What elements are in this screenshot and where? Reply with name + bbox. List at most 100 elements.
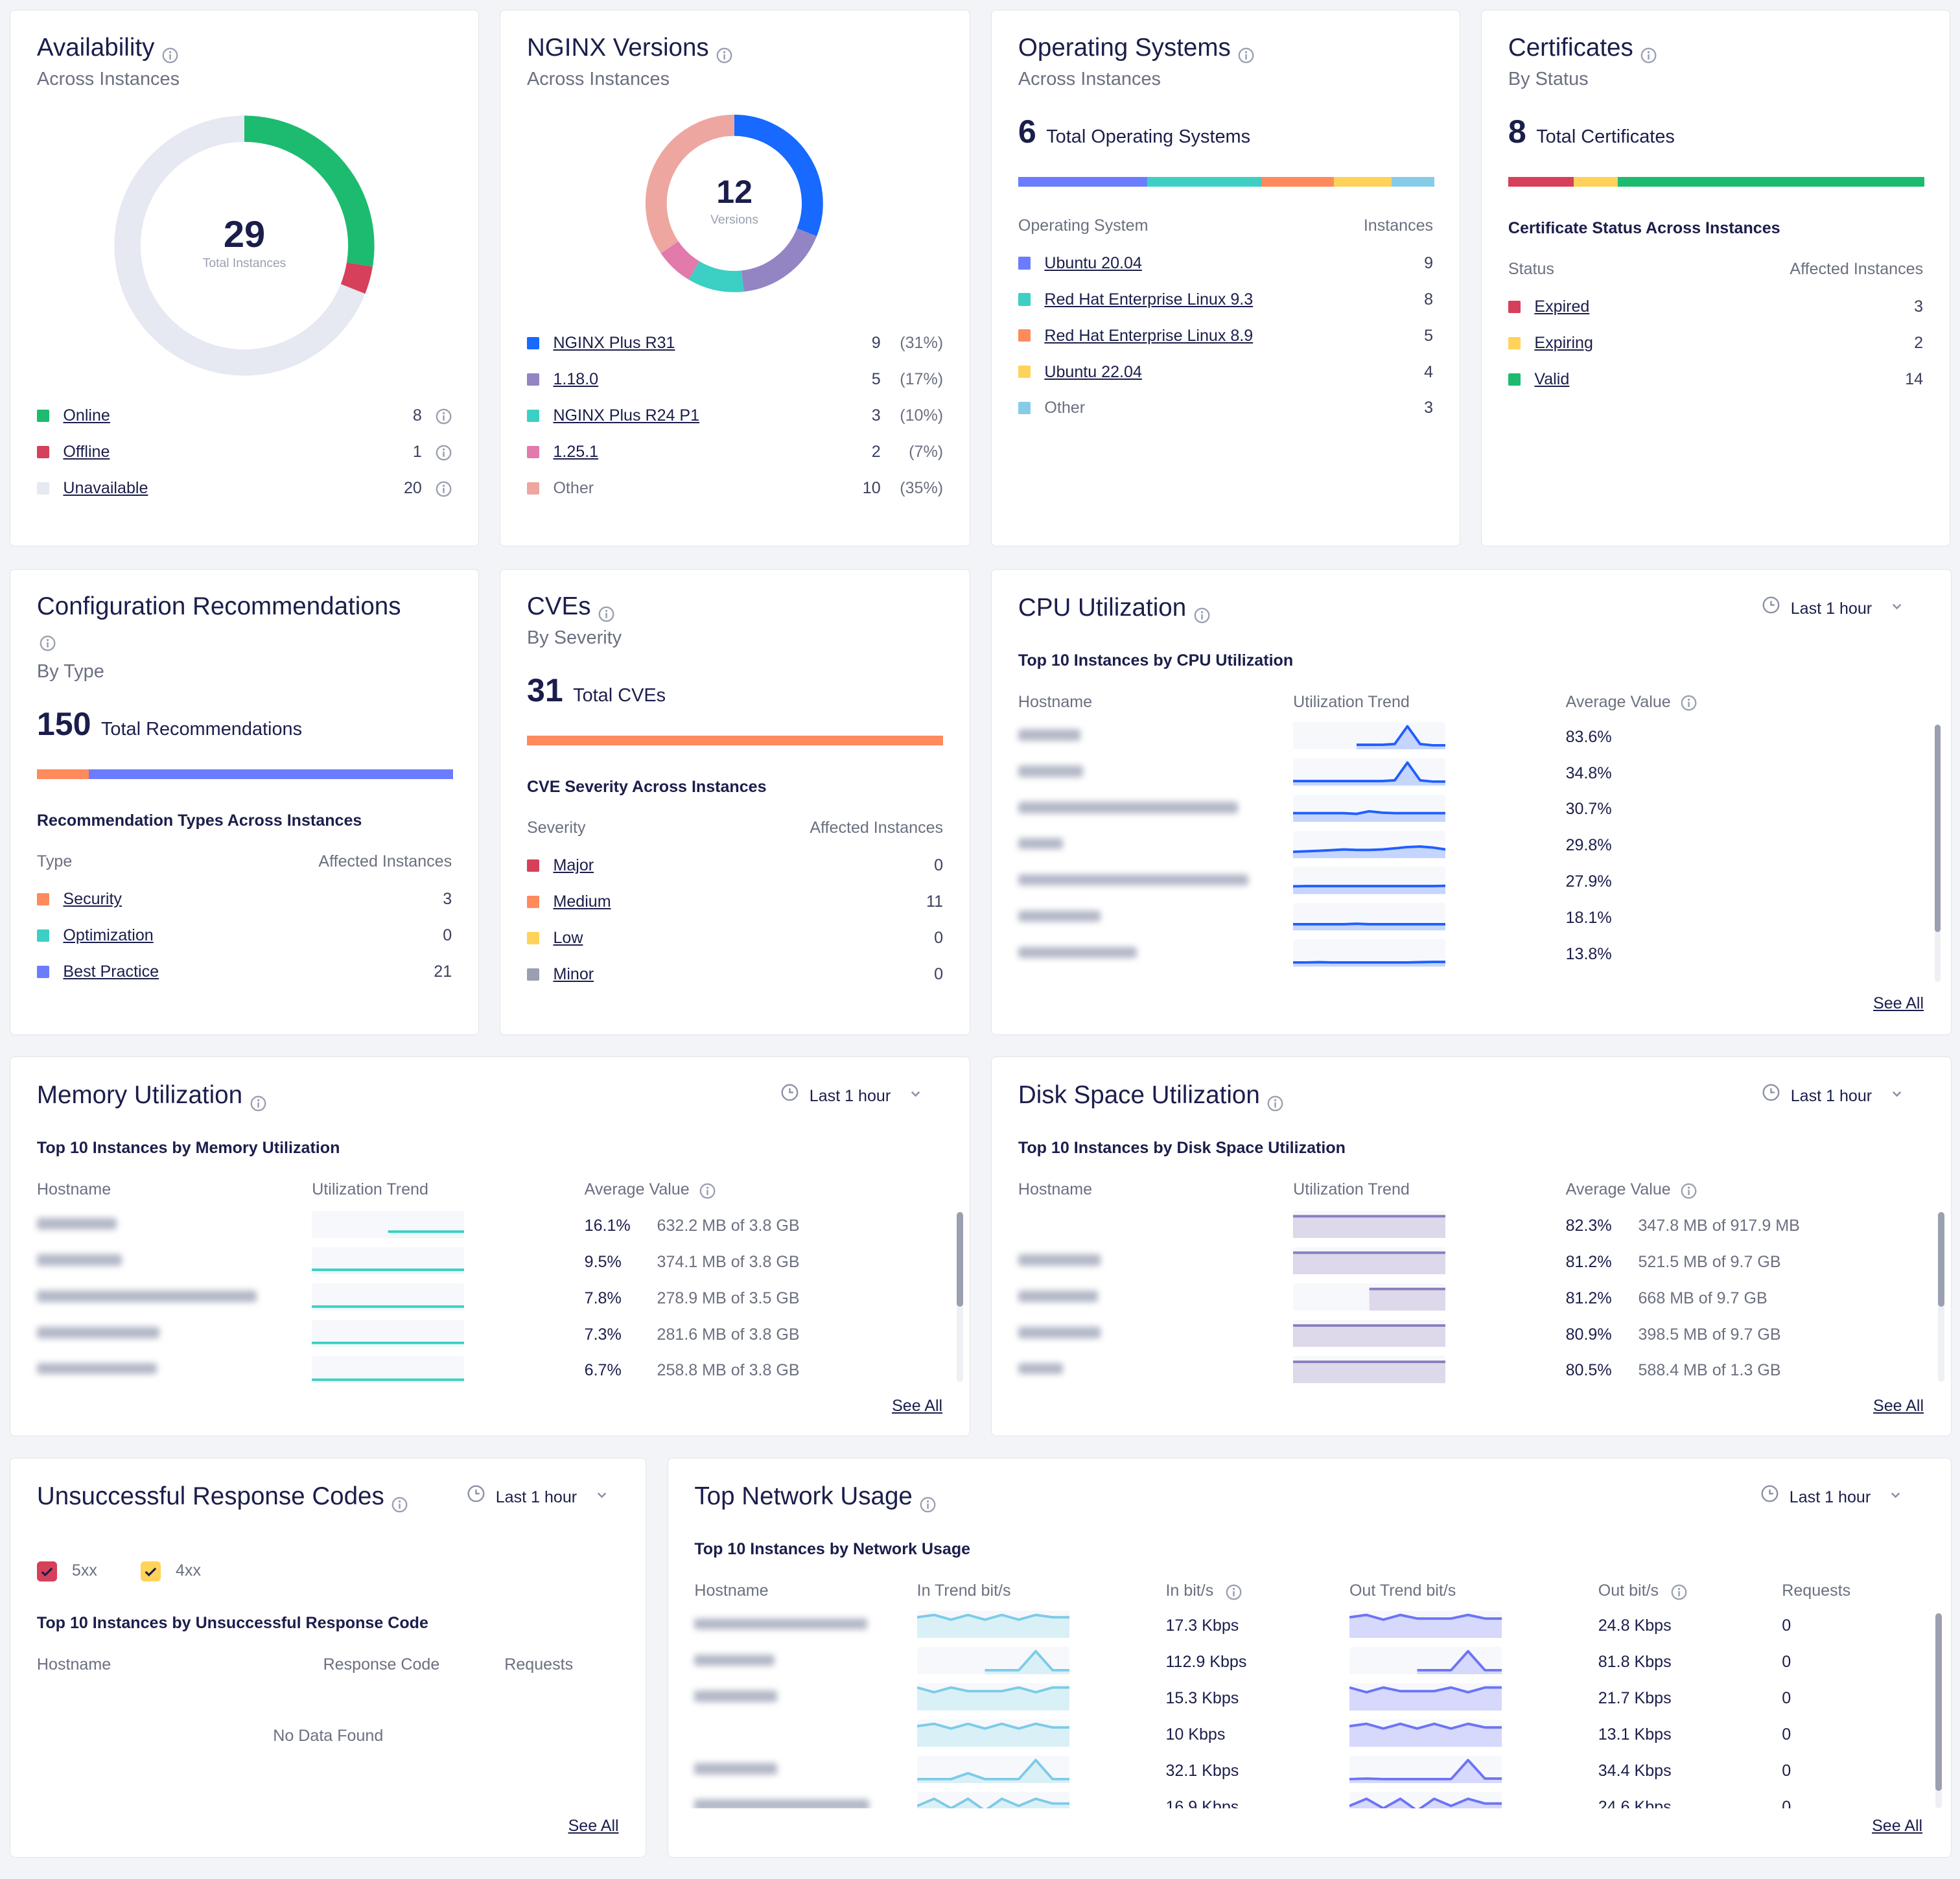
legend-label[interactable]: Major bbox=[553, 856, 594, 875]
table-row[interactable]: 83.6% bbox=[992, 721, 1917, 752]
info-icon[interactable] bbox=[250, 1089, 266, 1111]
table-row[interactable]: 82.3% 347.8 MB of 917.9 MB bbox=[992, 1210, 1917, 1241]
see-all-link[interactable]: See All bbox=[892, 1397, 943, 1416]
info-icon[interactable] bbox=[391, 1490, 408, 1513]
table-row[interactable]: 34.8% bbox=[992, 758, 1917, 788]
time-range-dropdown[interactable]: Last 1 hour bbox=[780, 1083, 923, 1110]
time-range-dropdown[interactable]: Last 1 hour bbox=[467, 1484, 609, 1511]
filter-5xx[interactable]: 5xx bbox=[36, 1559, 97, 1582]
info-icon[interactable] bbox=[40, 633, 56, 651]
table-row[interactable]: 81.2% 668 MB of 9.7 GB bbox=[992, 1283, 1917, 1313]
table-row[interactable]: 81.2% 521.5 MB of 9.7 GB bbox=[992, 1246, 1917, 1277]
info-icon[interactable] bbox=[1267, 1089, 1283, 1111]
table-row[interactable]: 6.7% 258.8 MB of 3.8 GB bbox=[10, 1355, 935, 1386]
see-all-link[interactable]: See All bbox=[568, 1817, 619, 1836]
legend-label[interactable]: Offline bbox=[63, 442, 110, 461]
checkbox-5xx[interactable] bbox=[36, 1561, 57, 1581]
table-row[interactable]: 13.8% bbox=[992, 939, 1917, 969]
legend-label[interactable]: Red Hat Enterprise Linux 9.3 bbox=[1044, 290, 1254, 309]
bar-segment-1 bbox=[1574, 176, 1618, 187]
legend-label[interactable]: Valid bbox=[1534, 370, 1570, 389]
table-row[interactable]: 16.9 Kbps 24.6 Kbps 0 bbox=[668, 1791, 1919, 1808]
utilization-sparkline bbox=[1293, 758, 1446, 786]
legend-label[interactable]: Expired bbox=[1534, 298, 1590, 316]
table-row[interactable]: 80.5% 588.4 MB of 1.3 GB bbox=[992, 1355, 1917, 1386]
table-row[interactable]: 29.8% bbox=[992, 830, 1917, 861]
average-value: 81.2% bbox=[1565, 1252, 1612, 1271]
legend-label[interactable]: NGINX Plus R24 P1 bbox=[553, 406, 700, 425]
legend-label[interactable]: Medium bbox=[553, 893, 611, 911]
info-icon[interactable] bbox=[1681, 693, 1697, 711]
legend-label[interactable]: Optimization bbox=[63, 926, 154, 945]
table-row[interactable]: 112.9 Kbps 81.8 Kbps 0 bbox=[668, 1646, 1919, 1677]
table-row[interactable]: 17.3 Kbps 24.8 Kbps 0 bbox=[668, 1611, 1919, 1640]
table-row[interactable]: 18.1% bbox=[992, 903, 1917, 933]
see-all-link[interactable]: See All bbox=[1872, 1817, 1923, 1836]
time-range-dropdown[interactable]: Last 1 hour bbox=[1762, 1083, 1904, 1110]
legend-label[interactable]: 1.18.0 bbox=[553, 370, 599, 389]
info-icon[interactable] bbox=[1194, 601, 1210, 624]
legend-label[interactable]: Online bbox=[63, 406, 110, 425]
table-row[interactable]: 7.3% 281.6 MB of 3.8 GB bbox=[10, 1319, 935, 1349]
table-row[interactable]: 27.9% bbox=[992, 867, 1917, 896]
scrollbar[interactable] bbox=[1938, 1211, 1944, 1383]
scrollbar[interactable] bbox=[1935, 1613, 1942, 1808]
info-icon[interactable] bbox=[716, 41, 732, 64]
checkbox-4xx[interactable] bbox=[140, 1561, 161, 1581]
legend-label[interactable]: Low bbox=[553, 929, 583, 948]
table-row[interactable]: 10 Kbps 13.1 Kbps 0 bbox=[668, 1719, 1919, 1749]
legend-label[interactable]: 1.25.1 bbox=[553, 442, 599, 461]
table-row[interactable]: 7.8% 278.9 MB of 3.5 GB bbox=[10, 1283, 935, 1313]
legend-label[interactable]: Red Hat Enterprise Linux 8.9 bbox=[1044, 326, 1254, 345]
info-icon[interactable] bbox=[162, 41, 178, 64]
info-icon[interactable] bbox=[436, 480, 452, 497]
info-icon[interactable] bbox=[1681, 1181, 1697, 1198]
legend-label[interactable]: Expiring bbox=[1534, 334, 1593, 353]
table-row[interactable]: 15.3 Kbps 21.7 Kbps 0 bbox=[668, 1683, 1919, 1713]
scrollbar-thumb[interactable] bbox=[1934, 724, 1941, 932]
card-title: Configuration Recommendations bbox=[36, 592, 401, 621]
info-icon[interactable] bbox=[920, 1490, 936, 1513]
legend-label[interactable]: Minor bbox=[553, 965, 594, 984]
sparkline-line bbox=[985, 1650, 1069, 1672]
info-icon[interactable] bbox=[699, 1181, 716, 1198]
color-swatch bbox=[526, 931, 540, 945]
scrollbar[interactable] bbox=[957, 1211, 963, 1383]
table-row[interactable]: 16.1% 632.2 MB of 3.8 GB bbox=[10, 1210, 935, 1241]
legend-label[interactable]: Ubuntu 20.04 bbox=[1044, 253, 1142, 272]
bar-segment-3 bbox=[1334, 176, 1392, 187]
legend-label[interactable]: Ubuntu 22.04 bbox=[1044, 362, 1142, 381]
scrollbar[interactable] bbox=[1934, 724, 1941, 982]
utilization-sparkline bbox=[1293, 721, 1446, 750]
legend-value: 9 bbox=[1424, 253, 1434, 272]
info-icon[interactable] bbox=[436, 407, 452, 425]
info-icon[interactable] bbox=[1640, 41, 1657, 64]
info-icon[interactable] bbox=[1671, 1582, 1687, 1600]
info-icon[interactable] bbox=[1226, 1582, 1242, 1600]
see-all-link[interactable]: See All bbox=[1873, 994, 1924, 1013]
scrollbar-thumb[interactable] bbox=[957, 1211, 963, 1307]
table-row[interactable]: 9.5% 374.1 MB of 3.8 GB bbox=[10, 1246, 935, 1277]
table-row[interactable]: 32.1 Kbps 34.4 Kbps 0 bbox=[668, 1755, 1919, 1786]
sparkline-line bbox=[1349, 1686, 1502, 1694]
legend-label[interactable]: Security bbox=[63, 890, 122, 909]
scrollbar-thumb[interactable] bbox=[1935, 1613, 1942, 1791]
legend-label[interactable]: NGINX Plus R31 bbox=[553, 334, 675, 353]
utilization-sparkline bbox=[312, 1319, 465, 1348]
filter-4xx[interactable]: 4xx bbox=[140, 1559, 201, 1582]
time-range-dropdown[interactable]: Last 1 hour bbox=[1760, 1484, 1903, 1511]
table-row[interactable]: 80.9% 398.5 MB of 9.7 GB bbox=[992, 1319, 1917, 1349]
legend-label[interactable]: Best Practice bbox=[63, 963, 159, 981]
info-icon[interactable] bbox=[436, 443, 452, 461]
sparkline-area bbox=[1349, 1615, 1502, 1639]
info-icon[interactable] bbox=[598, 600, 614, 622]
legend-label[interactable]: Unavailable bbox=[63, 478, 148, 497]
os-distribution-bar bbox=[1018, 176, 1435, 187]
scrollbar-thumb[interactable] bbox=[1938, 1211, 1944, 1307]
see-all-link[interactable]: See All bbox=[1873, 1397, 1924, 1416]
legend-item: Low 0 bbox=[526, 926, 943, 951]
table-row[interactable]: 30.7% bbox=[992, 794, 1917, 824]
sparkline-line bbox=[1293, 845, 1446, 853]
info-icon[interactable] bbox=[1238, 41, 1254, 64]
time-range-dropdown[interactable]: Last 1 hour bbox=[1762, 596, 1904, 622]
